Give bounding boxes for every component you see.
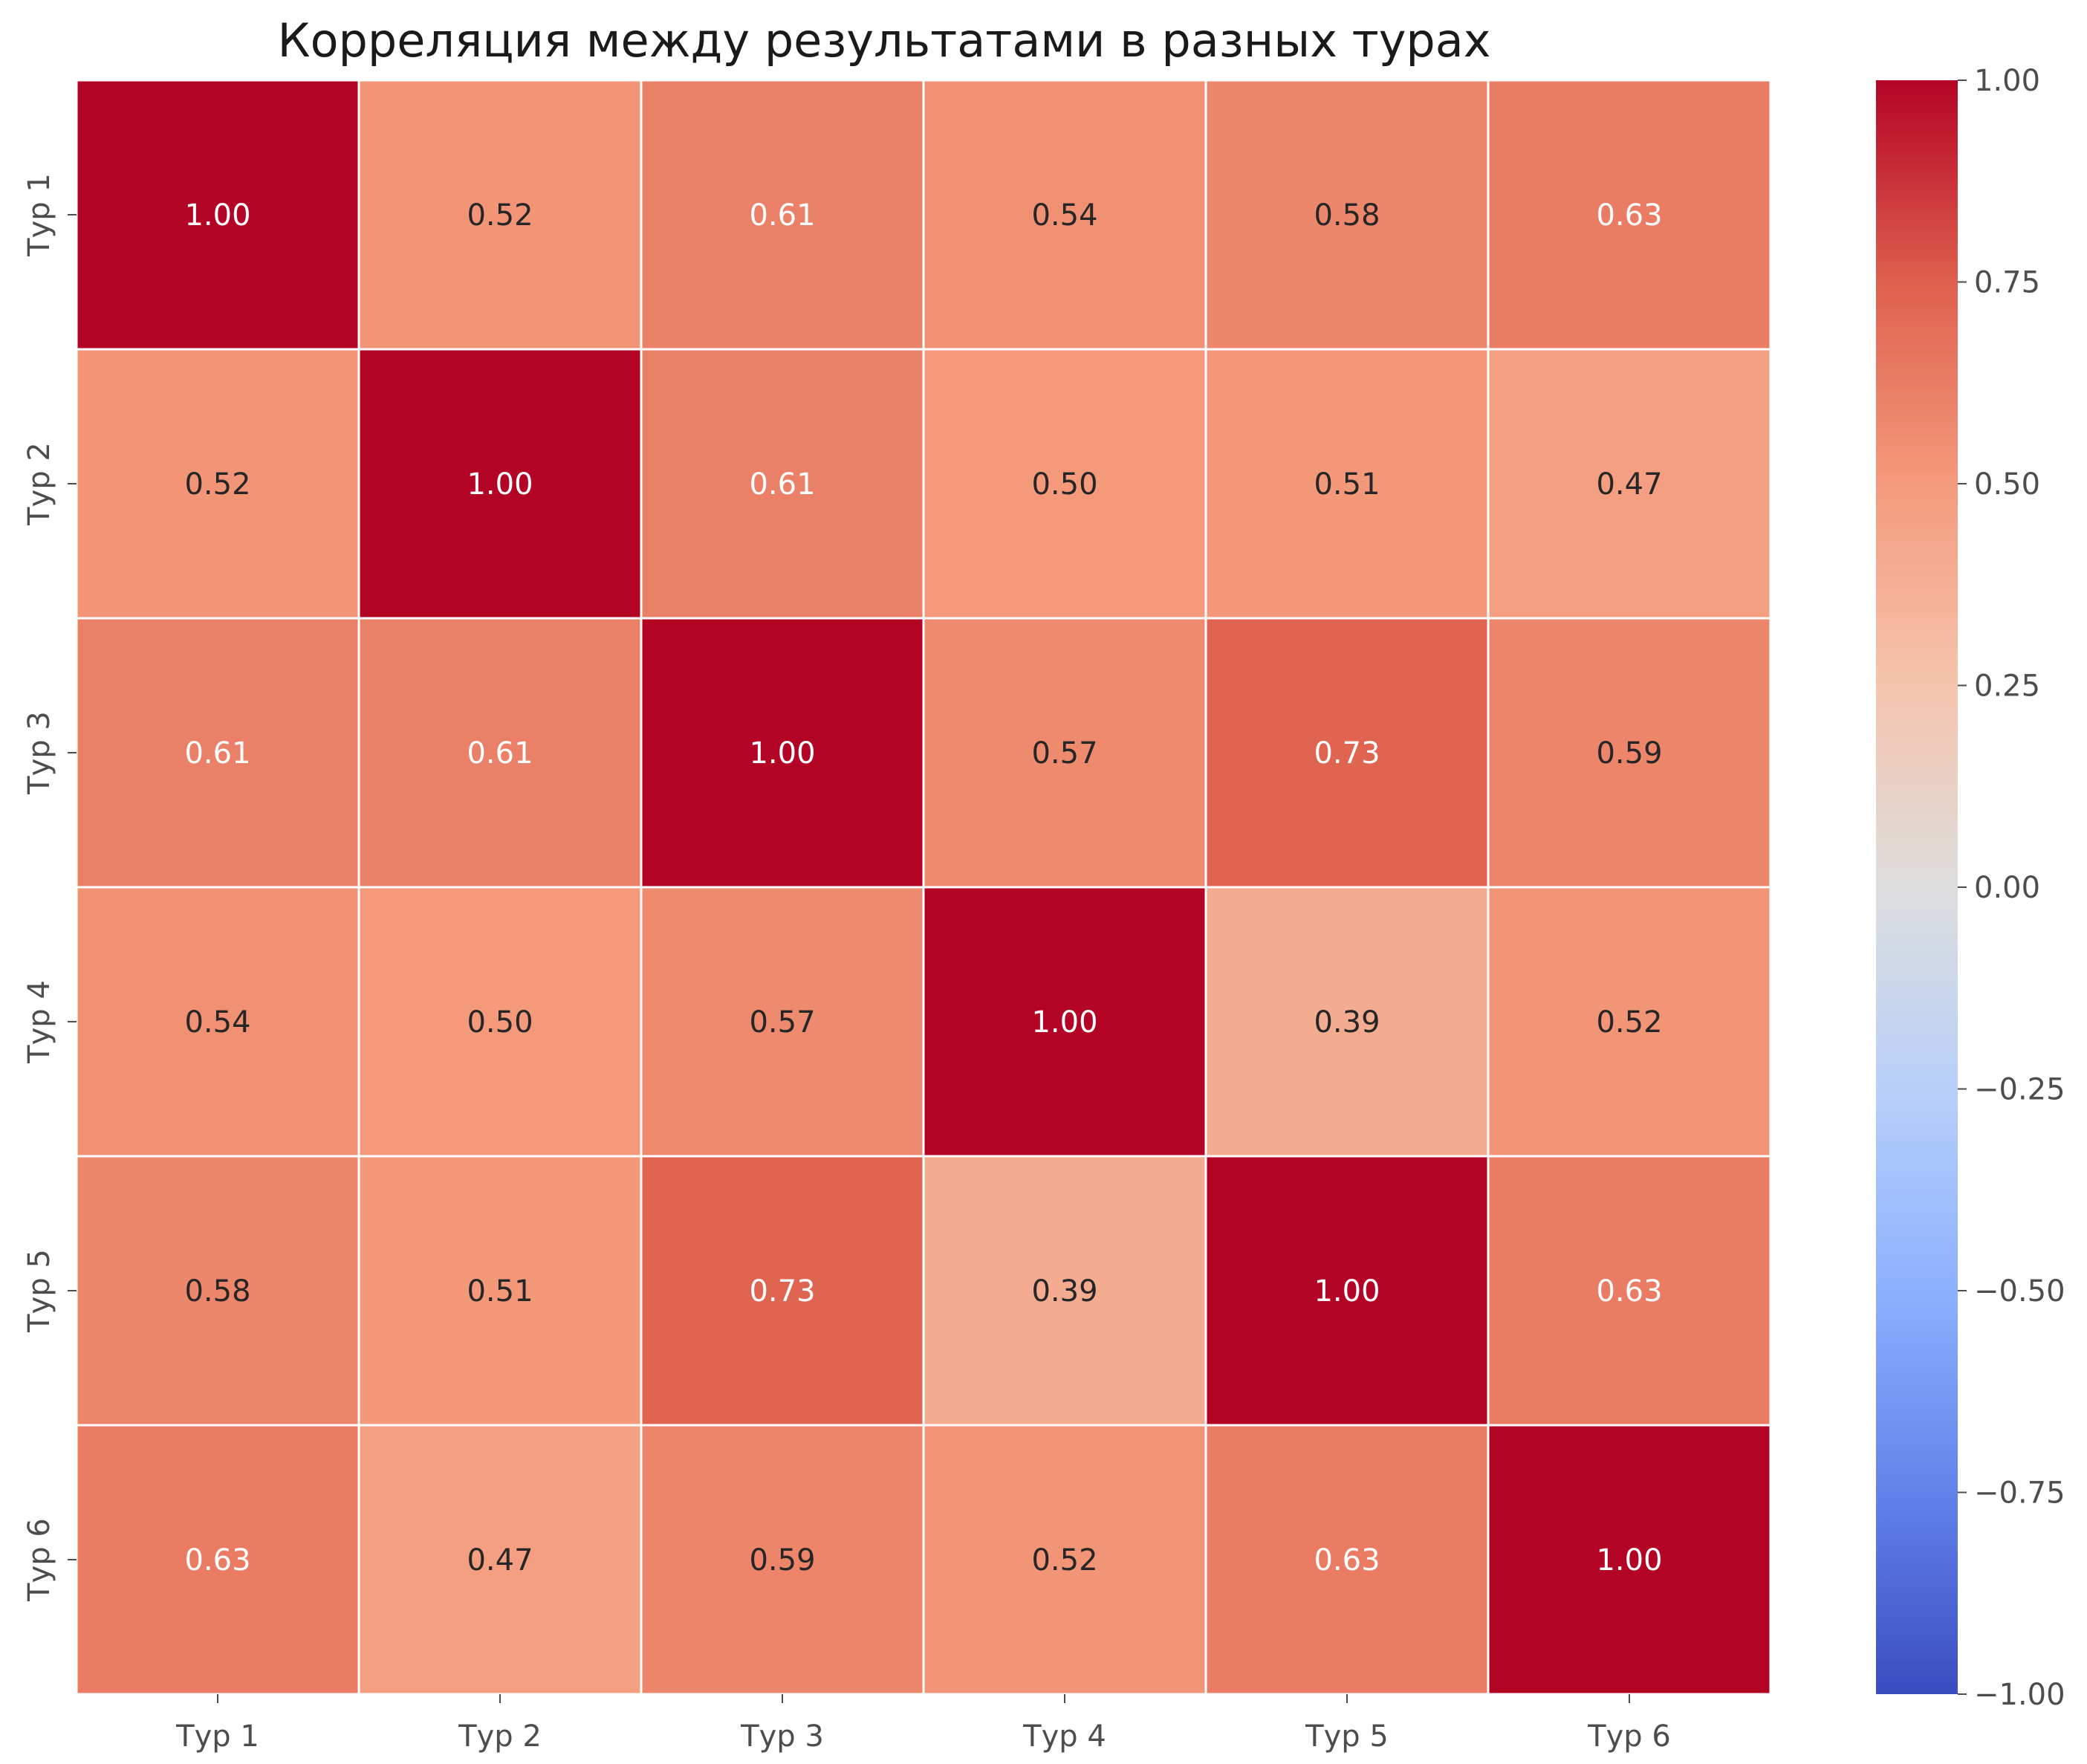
cell-value-label-r3-c4: 0.57 bbox=[1031, 736, 1097, 771]
cell-value-label-r4-c6: 0.52 bbox=[1596, 1005, 1662, 1040]
cell-value-label-r4-c4: 1.00 bbox=[1031, 1005, 1097, 1040]
colorbar-tick-label-6: −0.25 bbox=[1974, 1073, 2065, 1107]
heatmap-cell-r5-c1 bbox=[75, 1155, 360, 1427]
heatmap-cell-r3-c2 bbox=[357, 617, 643, 889]
colorbar-tick-label-5: 0.00 bbox=[1974, 871, 2040, 905]
heatmap-cell-r4-c1 bbox=[75, 886, 360, 1158]
y-tick-label-1: Тур 1 bbox=[22, 173, 56, 257]
colorbar-tick-label-7: −0.50 bbox=[1974, 1274, 2065, 1309]
heatmap-cell-r5-c2 bbox=[357, 1155, 643, 1427]
colorbar-tick-label-1: 1.00 bbox=[1974, 64, 2040, 98]
cell-value-label-r4-c1: 0.54 bbox=[184, 1005, 250, 1040]
heatmap-cell-r4-c3 bbox=[640, 886, 925, 1158]
cell-value-label-r1-c2: 0.52 bbox=[467, 198, 533, 233]
heatmap-cell-r3-c6 bbox=[1487, 617, 1772, 889]
cell-value-label-r6-c4: 0.52 bbox=[1031, 1543, 1097, 1577]
heatmap-cell-r3-c1 bbox=[75, 617, 360, 889]
heatmap-cell-r2-c4 bbox=[922, 348, 1207, 620]
y-tick-label-3: Тур 3 bbox=[22, 711, 56, 795]
cell-value-label-r2-c2: 1.00 bbox=[467, 467, 533, 502]
heatmap-cell-r1-c3 bbox=[640, 79, 925, 351]
heatmap-cells: 1.00 0.52 0.61 0.54 0.58 0.63 0.52 1.00 0.61 0.50… bbox=[75, 79, 1772, 1696]
heatmap-cell-r6-c3 bbox=[640, 1424, 925, 1696]
colorbar-tick-label-4: 0.25 bbox=[1974, 669, 2040, 704]
heatmap-cell-r1-c4 bbox=[922, 79, 1207, 351]
cell-value-label-r5-c3: 0.73 bbox=[749, 1274, 815, 1309]
cell-value-label-r2-c5: 0.51 bbox=[1314, 467, 1380, 502]
heatmap-cell-r3-c4 bbox=[922, 617, 1207, 889]
heatmap-cell-r2-c3 bbox=[640, 348, 925, 620]
heatmap-cell-r4-c4 bbox=[922, 886, 1207, 1158]
cell-value-label-r3-c5: 0.73 bbox=[1314, 736, 1380, 771]
cell-value-label-r6-c2: 0.47 bbox=[467, 1543, 533, 1577]
cell-value-label-r3-c6: 0.59 bbox=[1596, 736, 1662, 771]
cell-value-label-r6-c5: 0.63 bbox=[1314, 1543, 1380, 1577]
colorbar-gradient bbox=[1876, 80, 1958, 1694]
x-tick-label-2: Тур 2 bbox=[458, 1719, 542, 1754]
colorbar-tick-label-9: −1.00 bbox=[1974, 1678, 2065, 1712]
heatmap-cell-r4-c2 bbox=[357, 886, 643, 1158]
cell-value-label-r4-c3: 0.57 bbox=[749, 1005, 815, 1040]
cell-value-label-r3-c1: 0.61 bbox=[184, 736, 250, 771]
cell-value-label-r5-c1: 0.58 bbox=[184, 1274, 250, 1309]
x-tick-label-4: Тур 4 bbox=[1022, 1719, 1106, 1754]
cell-value-label-r5-c6: 0.63 bbox=[1596, 1274, 1662, 1309]
x-tick-label-6: Тур 6 bbox=[1587, 1719, 1671, 1754]
heatmap-cell-r1-c2 bbox=[357, 79, 643, 351]
heatmap-cell-r6-c1 bbox=[75, 1424, 360, 1696]
heatmap-cell-r6-c4 bbox=[922, 1424, 1207, 1696]
x-tick-label-3: Тур 3 bbox=[740, 1719, 824, 1754]
cell-value-label-r4-c2: 0.50 bbox=[467, 1005, 533, 1040]
colorbar-tick-label-3: 0.50 bbox=[1974, 467, 2040, 502]
cell-value-label-r1-c5: 0.58 bbox=[1314, 198, 1380, 233]
heatmap-cell-r2-c1 bbox=[75, 348, 360, 620]
cell-value-label-r5-c5: 1.00 bbox=[1314, 1274, 1380, 1309]
cell-value-label-r1-c3: 0.61 bbox=[749, 198, 815, 233]
heatmap-cell-r1-c1 bbox=[75, 79, 360, 351]
cell-value-label-r1-c4: 0.54 bbox=[1031, 198, 1097, 233]
heatmap-cell-r4-c6 bbox=[1487, 886, 1772, 1158]
heatmap-cell-r3-c5 bbox=[1204, 617, 1490, 889]
y-tick-label-5: Тур 5 bbox=[22, 1249, 56, 1333]
x-axis-tick-labels: Тур 1 Тур 2 Тур 3 Тур 4 Тур 5 Тур 6 bbox=[175, 1694, 1671, 1754]
cell-value-label-r3-c3: 1.00 bbox=[749, 736, 815, 771]
y-tick-label-6: Тур 6 bbox=[22, 1518, 56, 1602]
heatmap-cell-r6-c5 bbox=[1204, 1424, 1490, 1696]
cell-value-label-r3-c2: 0.61 bbox=[467, 736, 533, 771]
heatmap-cell-r3-c3 bbox=[640, 617, 925, 889]
cell-value-label-r2-c1: 0.52 bbox=[184, 467, 250, 502]
cell-value-label-r2-c4: 0.50 bbox=[1031, 467, 1097, 502]
cell-value-label-r1-c1: 1.00 bbox=[184, 198, 250, 233]
cell-value-label-r2-c6: 0.47 bbox=[1596, 467, 1662, 502]
x-tick-label-5: Тур 5 bbox=[1305, 1719, 1389, 1754]
cell-value-label-r6-c3: 0.59 bbox=[749, 1543, 815, 1577]
cell-value-label-r6-c6: 1.00 bbox=[1596, 1543, 1662, 1577]
heatmap-cell-r2-c2 bbox=[357, 348, 643, 620]
cell-value-label-r2-c3: 0.61 bbox=[749, 467, 815, 502]
chart-title: Корреляция между результатами в разных т… bbox=[277, 13, 1491, 68]
cell-value-label-r5-c4: 0.39 bbox=[1031, 1274, 1097, 1309]
cell-value-label-r4-c5: 0.39 bbox=[1314, 1005, 1380, 1040]
colorbar: 1.00 0.75 0.50 0.25 0.00 −0.25 −0.50 −0.75 −1.00 bbox=[1876, 64, 2065, 1712]
heatmap-cell-r5-c6 bbox=[1487, 1155, 1772, 1427]
cell-value-label-r6-c1: 0.63 bbox=[184, 1543, 250, 1577]
y-tick-label-2: Тур 2 bbox=[22, 442, 56, 526]
heatmap-cell-r2-c6 bbox=[1487, 348, 1772, 620]
colorbar-tick-label-8: −0.75 bbox=[1974, 1476, 2065, 1511]
heatmap-cell-r5-c5 bbox=[1204, 1155, 1490, 1427]
heatmap-cell-r6-c6 bbox=[1487, 1424, 1772, 1696]
y-axis-tick-labels: Тур 1 Тур 2 Тур 3 Тур 4 Тур 5 Тур 6 bbox=[22, 173, 77, 1602]
cell-value-label-r5-c2: 0.51 bbox=[467, 1274, 533, 1309]
x-tick-label-1: Тур 1 bbox=[175, 1719, 259, 1754]
cell-value-label-r1-c6: 0.63 bbox=[1596, 198, 1662, 233]
heatmap-cell-r4-c5 bbox=[1204, 886, 1490, 1158]
y-tick-label-4: Тур 4 bbox=[22, 980, 56, 1064]
colorbar-tick-label-2: 0.75 bbox=[1974, 266, 2040, 300]
